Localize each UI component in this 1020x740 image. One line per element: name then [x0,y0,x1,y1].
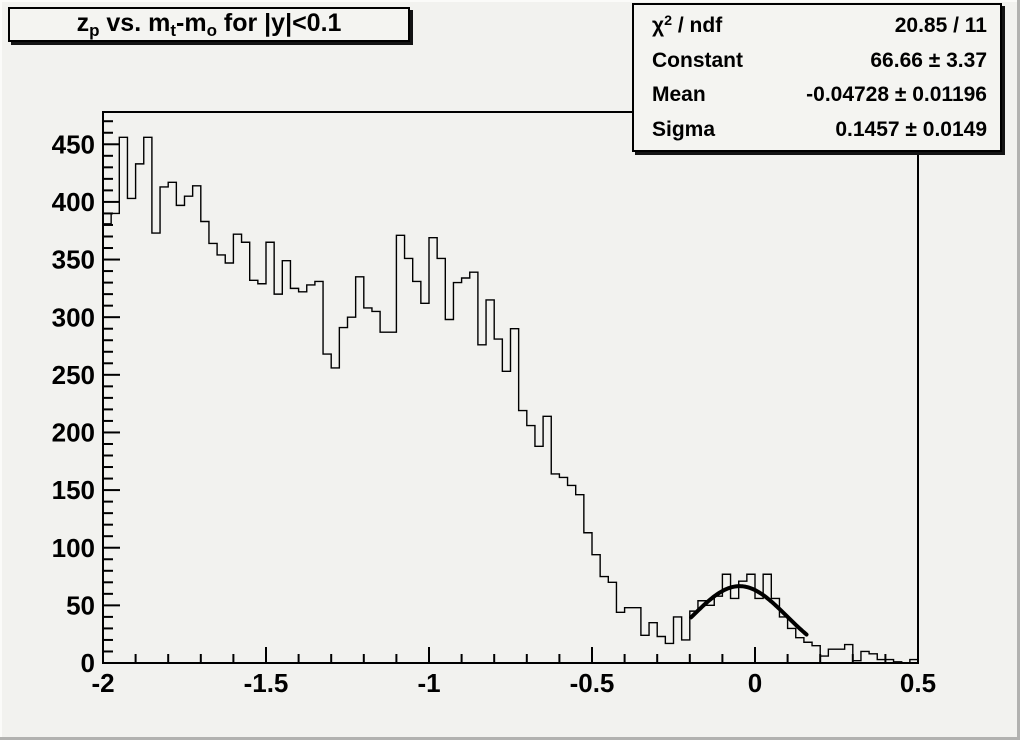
plot-frame [102,111,919,664]
x-tick-label: 0 [748,668,762,698]
x-tick-label: -1 [417,668,440,698]
subscript: p [89,20,100,40]
y-tick-label: 150 [52,475,95,505]
y-tick-label: 350 [52,245,95,275]
subscript: o [206,20,217,40]
x-tick-label: -2 [91,668,114,698]
y-tick-label: 400 [52,187,95,217]
stats-row: Mean -0.04728 ± 0.01196 [634,83,1000,107]
stats-label: Sigma [652,117,716,141]
stats-value: -0.04728 ± 0.01196 [806,83,987,107]
subscript: t [170,20,176,40]
fit-curve [689,584,809,637]
y-tick-label: 300 [52,302,95,332]
y-tick-label: 0 [81,648,95,678]
stats-label: Mean [652,83,706,107]
plot-title: zp vs. mt-mo for |y|<0.1 [76,8,342,40]
y-tick-label: 250 [52,360,95,390]
x-axis-ticks [102,647,919,662]
stats-row: χ2 / ndf 20.85 / 11 [634,13,1000,38]
stats-value: 20.85 / 11 [894,14,987,38]
x-tick-label: 0.5 [900,668,936,698]
x-tick-label: -0.5 [570,668,615,698]
stats-value: 66.66 ± 3.37 [870,48,987,72]
stats-label: Constant [652,48,743,72]
superscript: 2 [664,13,673,30]
stats-row: Sigma 0.1457 ± 0.0149 [634,118,1000,142]
stats-label: χ2 / ndf [652,13,723,38]
y-tick-label: 450 [52,129,95,159]
stats-value: 0.1457 ± 0.0149 [835,117,987,141]
stats-row: Constant 66.66 ± 3.37 [634,49,1000,73]
y-tick-label: 50 [66,590,95,620]
title-box: zp vs. mt-mo for |y|<0.1 [8,7,410,42]
x-tick-label: -1.5 [244,668,289,698]
stats-box: χ2 / ndf 20.85 / 11 Constant 66.66 ± 3.37 Me… [632,3,1002,152]
y-tick-label: 200 [52,418,95,448]
y-tick-label: 100 [52,533,95,563]
histogram-line [102,136,919,664]
y-axis-ticks [104,120,120,664]
